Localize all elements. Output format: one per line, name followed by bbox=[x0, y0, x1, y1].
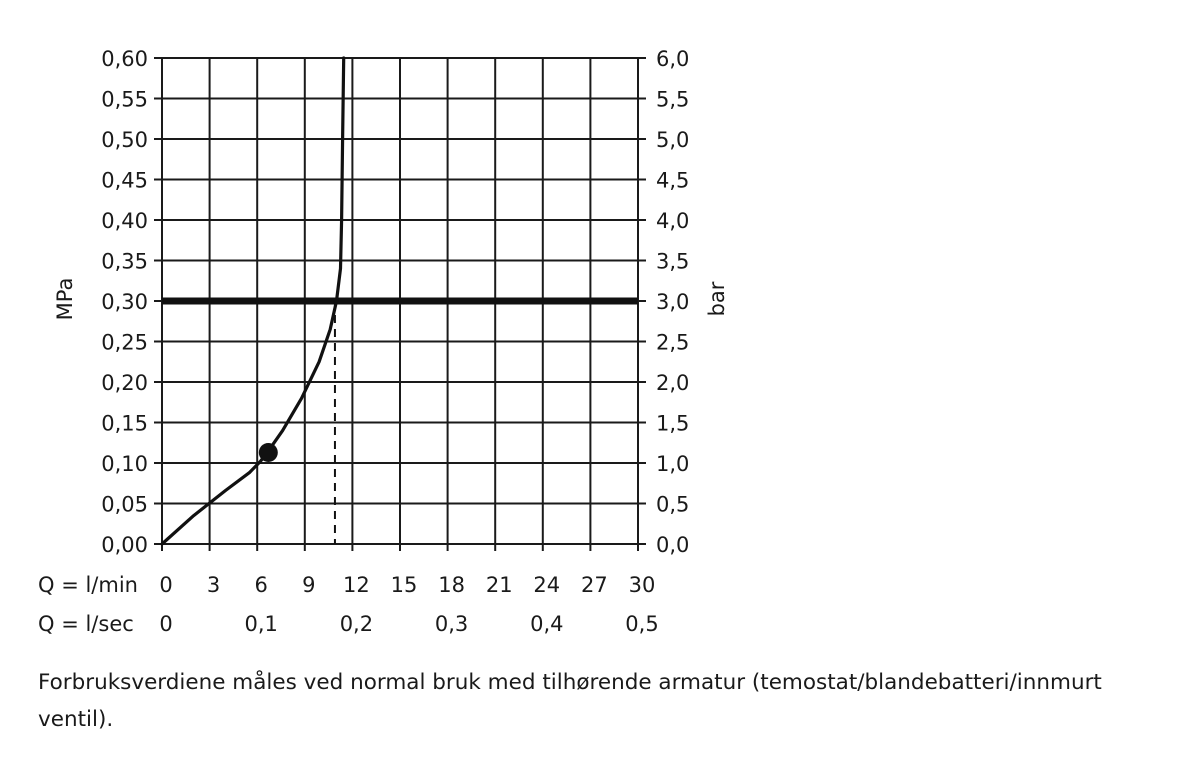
y-tick-label-right: 0,0 bbox=[656, 533, 689, 557]
x-axis-lmin-tick-label: 12 bbox=[343, 573, 370, 597]
y-tick-label-left: 0,10 bbox=[101, 452, 148, 476]
y-tick-label-right: 0,5 bbox=[656, 493, 689, 517]
y-tick-label-right: 3,5 bbox=[656, 250, 689, 274]
x-axis-lmin-tick-label: 27 bbox=[581, 573, 608, 597]
y-tick-label-right: 4,5 bbox=[656, 169, 689, 193]
caption-text: Forbruksverdiene måles ved normal bruk m… bbox=[38, 670, 1102, 732]
y-tick-label-right: 4,0 bbox=[656, 209, 689, 233]
y-tick-label-left: 0,55 bbox=[101, 88, 148, 112]
series-line bbox=[160, 56, 346, 546]
y-tick-label-right: 2,0 bbox=[656, 371, 689, 395]
x-axis-lmin-tick-label: 0 bbox=[159, 573, 172, 597]
x-axis-lsec-label: Q = l/sec bbox=[38, 612, 134, 636]
y-tick-label-right: 3,0 bbox=[656, 290, 689, 314]
x-axis-lsec-tick-label: 0,1 bbox=[244, 612, 277, 636]
y-tick-label-right: 1,5 bbox=[656, 412, 689, 436]
x-axis-lmin-label: Q = l/min bbox=[38, 573, 138, 597]
x-axis-lmin-tick-label: 18 bbox=[438, 573, 465, 597]
y-tick-label-left: 0,50 bbox=[101, 128, 148, 152]
y-tick-label-left: 0,00 bbox=[101, 533, 148, 557]
y-tick-label-right: 5,0 bbox=[656, 128, 689, 152]
y-tick-label-left: 0,15 bbox=[101, 412, 148, 436]
y-axis-left-label: MPa bbox=[53, 278, 77, 321]
x-axis-lsec-tick-label: 0,3 bbox=[435, 612, 468, 636]
x-axis-lsec-tick-label: 0,5 bbox=[625, 612, 658, 636]
x-axis-rows: Q = l/min 0 3 6 9 12 15 18 21 24 27 30 Q = l/sec 0 0,1… bbox=[38, 573, 659, 636]
x-axis-lsec-tick-label: 0,2 bbox=[340, 612, 373, 636]
flow-pressure-chart: 0,000,050,100,150,200,250,300,350,400,45… bbox=[38, 47, 729, 636]
y-tick-label-right: 1,0 bbox=[656, 452, 689, 476]
x-axis-lsec-tick-label: 0,4 bbox=[530, 612, 563, 636]
data-point-marker bbox=[258, 442, 278, 462]
x-axis-lmin-tick-label: 30 bbox=[629, 573, 656, 597]
y-axis-left-ticks: 0,00 0,05 0,10 0,15 0,20 0,25 0,30 0,35 0,40 0,45… bbox=[101, 47, 148, 557]
plot-area bbox=[160, 56, 638, 546]
x-axis-lmin-tick-label: 6 bbox=[255, 573, 268, 597]
y-axis-right-ticks: 0,0 0,5 1,0 1,5 2,0 2,5 3,0 3,5 4,0 4,5 5,0 5,5 6,0 bbox=[656, 47, 689, 557]
y-tick-label-right: 2,5 bbox=[656, 331, 689, 355]
y-tick-label-left: 0,20 bbox=[101, 371, 148, 395]
x-axis-lmin-tick-label: 15 bbox=[391, 573, 418, 597]
y-tick-label-left: 0,35 bbox=[101, 250, 148, 274]
y-tick-label-right: 5,5 bbox=[656, 88, 689, 112]
y-tick-label-right: 6,0 bbox=[656, 47, 689, 71]
y-tick-label-left: 0,25 bbox=[101, 331, 148, 355]
y-tick-label-left: 0,05 bbox=[101, 493, 148, 517]
y-axis-right-label: bar bbox=[705, 281, 729, 316]
y-tick-label-left: 0,40 bbox=[101, 209, 148, 233]
x-axis-lmin-tick-label: 21 bbox=[486, 573, 513, 597]
y-tick-label-left: 0,30 bbox=[101, 290, 148, 314]
x-axis-lmin-tick-label: 3 bbox=[207, 573, 220, 597]
y-tick-label-left: 0,60 bbox=[101, 47, 148, 71]
x-axis-lmin-tick-label: 9 bbox=[302, 573, 315, 597]
x-axis-lmin-tick-label: 24 bbox=[533, 573, 560, 597]
x-axis-lsec-tick-label: 0 bbox=[159, 612, 172, 636]
y-tick-label-left: 0,45 bbox=[101, 169, 148, 193]
